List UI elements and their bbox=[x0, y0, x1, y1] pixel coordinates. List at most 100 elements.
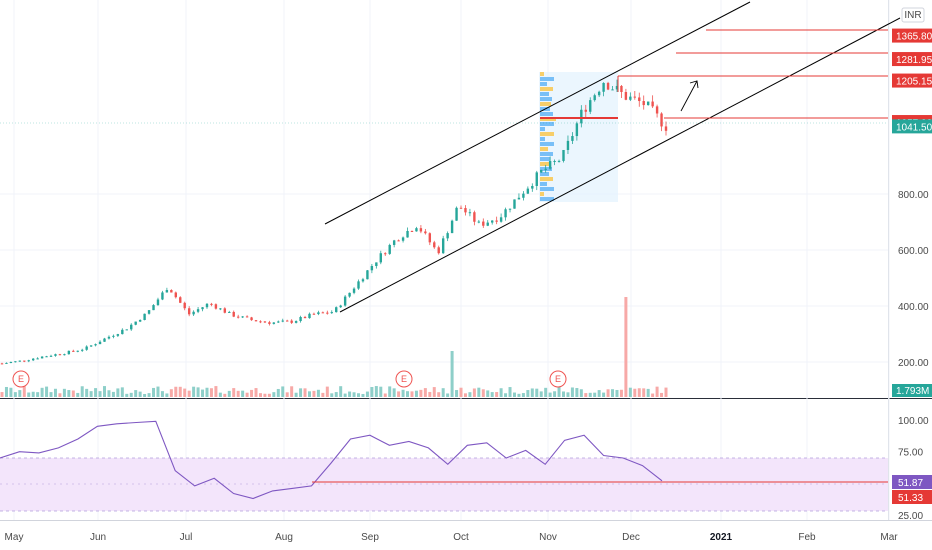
volume-bar bbox=[579, 389, 583, 397]
volume-profile-bar bbox=[540, 97, 552, 101]
volume-bar bbox=[143, 393, 147, 397]
candle-body bbox=[317, 312, 320, 315]
trend-arrow-icon[interactable] bbox=[680, 80, 699, 112]
volume-bar bbox=[281, 386, 285, 397]
candle-body bbox=[343, 296, 347, 306]
candle-body bbox=[134, 321, 137, 325]
candle-body bbox=[147, 310, 151, 314]
volume-bar bbox=[651, 393, 655, 397]
candle-body bbox=[651, 101, 654, 107]
volume-bar bbox=[40, 387, 44, 397]
volume-profile-bar bbox=[540, 172, 549, 176]
candle-body bbox=[58, 354, 62, 356]
volume-bar bbox=[129, 392, 133, 397]
candle-body bbox=[23, 360, 26, 362]
rsi-badge bbox=[892, 490, 932, 504]
price-badge-label: 1365.80 bbox=[896, 32, 932, 43]
candle-body bbox=[5, 362, 8, 364]
candle-body bbox=[49, 355, 53, 357]
channel-lower-line[interactable] bbox=[339, 17, 901, 313]
volume-bar bbox=[401, 389, 405, 397]
volume-bar bbox=[419, 389, 423, 397]
volume-profile-bar bbox=[540, 157, 550, 161]
candle-body bbox=[664, 126, 668, 131]
currency-label[interactable]: INR bbox=[901, 7, 925, 23]
candle-body bbox=[205, 303, 209, 308]
price-tick-label: 800.00 bbox=[898, 190, 929, 201]
candle-body bbox=[290, 320, 293, 323]
price-badge bbox=[892, 28, 932, 43]
candle-body bbox=[526, 188, 530, 194]
volume-bar bbox=[187, 390, 191, 397]
candle-body bbox=[67, 350, 71, 355]
candle-body bbox=[531, 185, 534, 189]
candle-body bbox=[330, 312, 333, 314]
volume-bar bbox=[307, 391, 311, 397]
rsi-axis[interactable]: 100.00 75.00 25.00 bbox=[898, 416, 929, 522]
candle-body bbox=[406, 230, 409, 238]
candle-body bbox=[321, 312, 325, 314]
candle-body bbox=[18, 360, 22, 362]
volume-bar bbox=[27, 392, 31, 397]
volume-profile-bar bbox=[540, 112, 553, 116]
volume-bar bbox=[486, 390, 490, 397]
volume-bar bbox=[4, 386, 8, 397]
candle-body bbox=[633, 96, 637, 98]
candle-body bbox=[508, 208, 512, 210]
earnings-marker-label: E bbox=[18, 374, 24, 384]
candle-body bbox=[557, 160, 561, 162]
volume-bar bbox=[71, 390, 75, 397]
volume-bar bbox=[250, 389, 254, 397]
candle-body bbox=[259, 321, 262, 323]
price-axis[interactable]: 200.00 400.00 600.00 800.00 bbox=[898, 190, 929, 369]
rsi-line bbox=[0, 420, 663, 500]
candle-body bbox=[504, 209, 507, 218]
candle-body bbox=[361, 279, 365, 282]
candle-body bbox=[339, 305, 342, 308]
volume-bar bbox=[67, 390, 71, 397]
time-tick-label: Feb bbox=[798, 532, 816, 543]
volume-bar bbox=[517, 393, 521, 397]
candle-body bbox=[107, 336, 111, 339]
volume-profile-bar bbox=[540, 77, 554, 81]
volume-profile-bar bbox=[540, 177, 553, 181]
volume-bar bbox=[236, 390, 240, 397]
candle-body bbox=[174, 292, 177, 298]
price-tick-label: 400.00 bbox=[898, 302, 929, 313]
volume-profile-bars bbox=[540, 72, 556, 201]
rsi-tick-label: 25.00 bbox=[898, 511, 923, 522]
volume-bar bbox=[102, 386, 106, 397]
channel-upper-line[interactable] bbox=[324, 1, 751, 225]
volume-bar bbox=[169, 389, 173, 397]
volume-bar bbox=[392, 388, 396, 397]
time-tick-label: May bbox=[5, 532, 24, 543]
volume-bar bbox=[134, 390, 138, 397]
volume-bar bbox=[455, 390, 459, 397]
time-axis[interactable]: May Jun Jul Aug Sep Oct Nov Dec 2021 Feb Mar bbox=[5, 532, 899, 543]
volume-bar bbox=[209, 388, 213, 397]
candle-body bbox=[250, 317, 253, 321]
candle-body bbox=[589, 100, 592, 112]
volume-bar bbox=[397, 391, 401, 397]
candle-body bbox=[98, 341, 102, 345]
time-tick-label: Mar bbox=[880, 532, 898, 543]
candle-body bbox=[45, 356, 48, 358]
price-badge-label: 1281.95 bbox=[896, 55, 932, 66]
candle-body bbox=[143, 313, 146, 321]
volume-bar bbox=[147, 393, 151, 397]
volume-bar bbox=[490, 392, 494, 397]
volume-bar bbox=[535, 388, 539, 397]
candle-body bbox=[482, 221, 485, 226]
volume-badge: 1.793M bbox=[892, 384, 932, 397]
rsi-badge bbox=[892, 475, 932, 489]
candle-body bbox=[562, 149, 565, 161]
volume-bar bbox=[508, 387, 512, 397]
volume-bar bbox=[258, 393, 262, 397]
candle-body bbox=[401, 237, 405, 241]
volume-bar bbox=[441, 388, 445, 397]
time-tick-label: Jun bbox=[90, 532, 106, 543]
candle-body bbox=[517, 197, 521, 200]
